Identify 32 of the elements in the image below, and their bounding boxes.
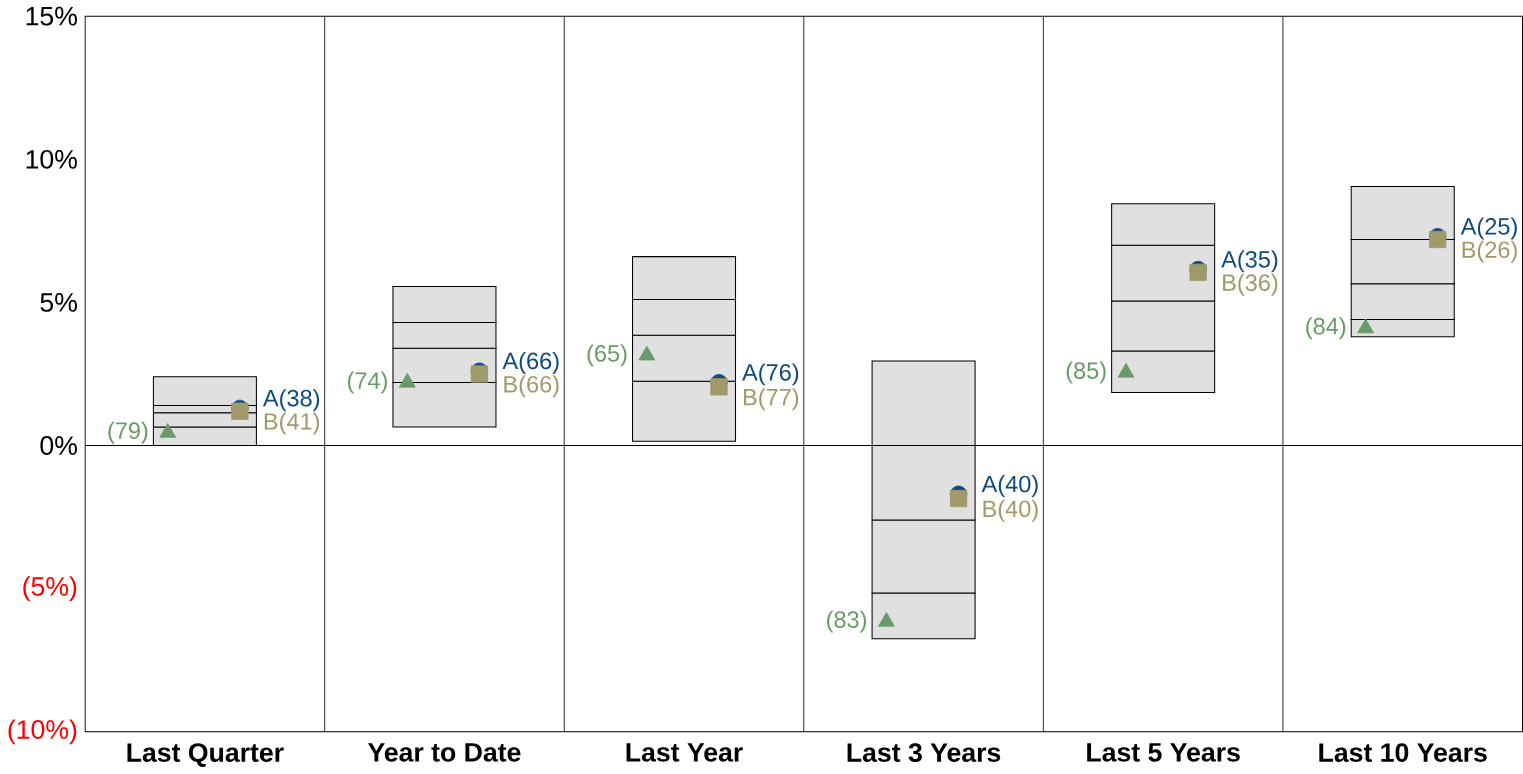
y-tick-label: 5% bbox=[40, 293, 77, 312]
data-label: B(36) bbox=[1223, 273, 1278, 296]
x-tick-label: Last 3 Years bbox=[847, 743, 1001, 763]
x-tick-label: Last 10 Years bbox=[1319, 743, 1487, 763]
y-tick-label: 0% bbox=[40, 436, 77, 456]
y-tick-label: (5%) bbox=[23, 576, 77, 602]
data-label: A(25) bbox=[1460, 217, 1517, 240]
x-tick-label: Year to Date bbox=[367, 743, 521, 762]
data-label: B(40) bbox=[983, 499, 1038, 522]
data-label: A(40) bbox=[981, 475, 1038, 498]
annotation: (65) bbox=[587, 344, 627, 367]
annotation: (85) bbox=[1066, 361, 1106, 384]
y-tick-label: (10%) bbox=[8, 719, 77, 745]
x-tick-label: Last Quarter bbox=[127, 743, 284, 768]
data-label: A(76) bbox=[742, 363, 799, 386]
point bbox=[710, 378, 728, 396]
annotation: (74) bbox=[347, 371, 387, 394]
y-tick-label: 15% bbox=[26, 6, 77, 26]
data-label: A(35) bbox=[1221, 250, 1278, 273]
annotation: (79) bbox=[108, 421, 148, 444]
data-label: B(66) bbox=[504, 375, 559, 398]
data-label: B(77) bbox=[743, 388, 799, 411]
x-tick-label: Last Year bbox=[626, 743, 743, 762]
x-tick-label: Last 5 Years bbox=[1087, 743, 1240, 762]
data-label: B(26) bbox=[1462, 240, 1517, 263]
annotation: (83) bbox=[827, 610, 867, 633]
data-label: A(38) bbox=[262, 389, 320, 412]
data-label: A(66) bbox=[502, 352, 559, 375]
data-label: B(41) bbox=[264, 412, 320, 435]
y-tick-label: 10% bbox=[26, 149, 77, 169]
annotation: (84) bbox=[1306, 317, 1346, 340]
point bbox=[949, 490, 968, 508]
